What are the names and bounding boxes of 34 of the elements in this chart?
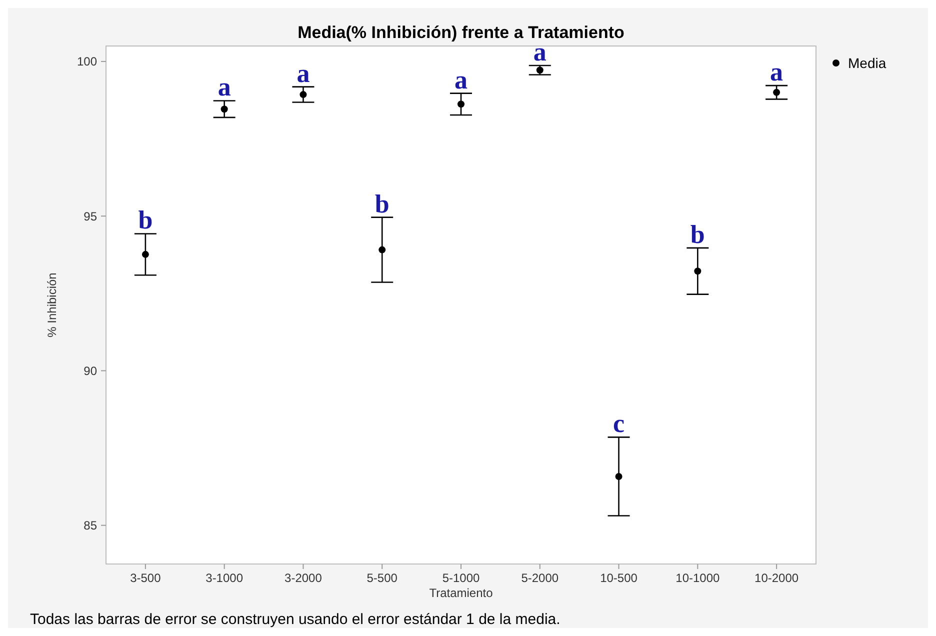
x-tick-label: 10-1000 [676,571,720,585]
x-tick-label: 5-1000 [442,571,480,585]
annotation: a [218,72,231,102]
annotation: a [296,58,310,88]
annotation: b [374,189,390,218]
y-tick-label: 95 [84,209,98,224]
x-tick-label: 5-2000 [521,571,559,585]
x-tick-label: 3-500 [130,571,162,585]
y-tick-label: 100 [76,54,98,69]
point [300,91,307,98]
annotation: b [690,220,705,249]
text: Todas las barras de error se construyen usando el error estándar 1 de la media. [30,611,560,628]
x-tick-label: 3-1000 [206,571,244,585]
point [773,88,780,96]
annotation: c [613,409,625,438]
point [615,472,622,480]
y-axis-title: % Inhibición [45,272,59,338]
annotation: a [770,58,784,87]
y-tick-label: 90 [84,364,98,378]
point [694,268,702,275]
annotation: b [138,206,153,235]
x-axis-title: Tratamiento [429,586,494,600]
annotation: a [454,65,468,94]
x-tick-label: 3-2000 [284,571,322,585]
x-tick-label: 10-2000 [754,571,799,585]
point [220,106,228,113]
point [378,246,386,254]
y-tick-label: 85 [84,518,98,533]
point [536,66,544,74]
point [142,250,149,258]
x-tick-label: 5-500 [366,571,398,585]
legend-label: Media [848,54,886,71]
x-tick-label: 10-500 [600,571,638,585]
point [458,100,464,108]
